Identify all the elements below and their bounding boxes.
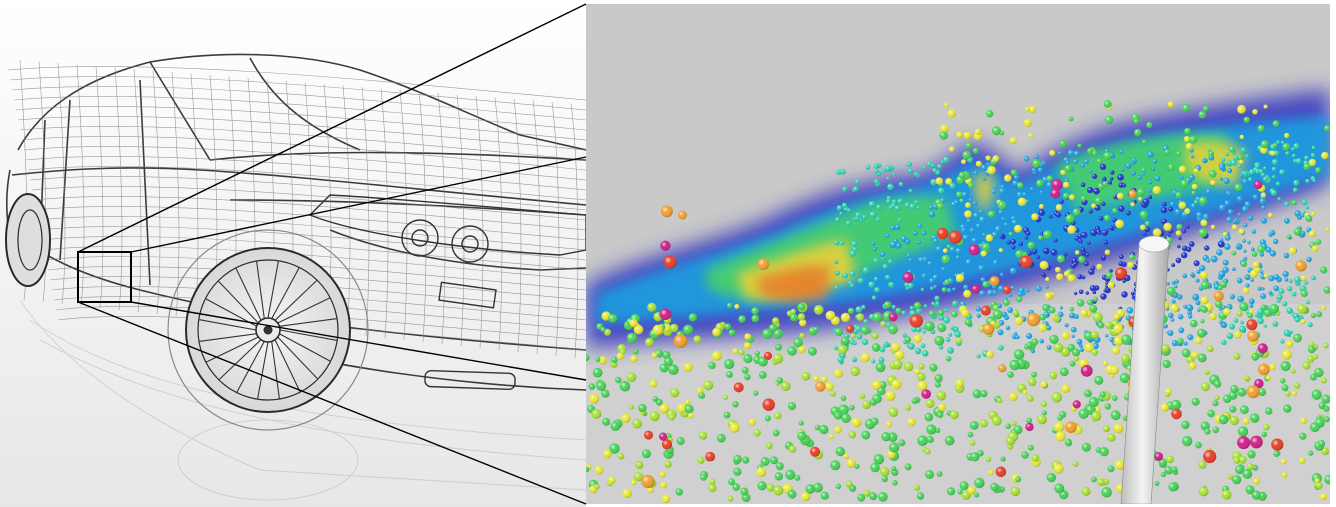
particle-simulation-panel [586,4,1330,504]
particle-simulation-render [586,4,1330,504]
car-wireframe-illustration [0,0,586,507]
car-wireframe-panel [0,0,586,507]
probe-rod [1120,235,1170,504]
